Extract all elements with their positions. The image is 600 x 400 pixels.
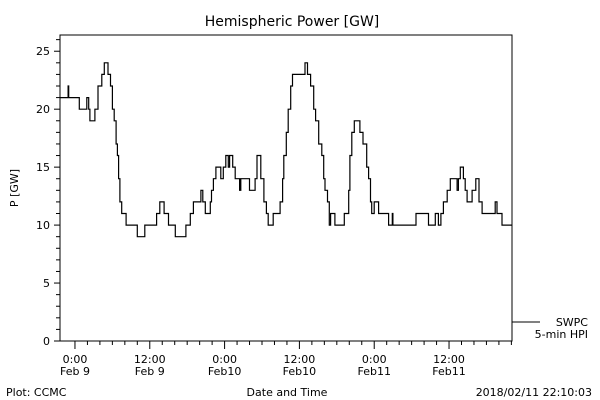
y-tick-label: 0 (43, 335, 50, 348)
x-tick-label-date: Feb 9 (60, 365, 90, 378)
x-tick-label-time: 12:00 (134, 353, 166, 366)
x-tick-label-date: Feb10 (208, 365, 241, 378)
series-line-hpi (60, 62, 512, 238)
y-tick-label: 10 (36, 219, 50, 232)
x-tick-label-date: Feb 9 (135, 365, 165, 378)
footer-credit: Plot: CCMC (6, 386, 67, 399)
x-tick-label-time: 0:00 (212, 353, 237, 366)
y-tick-label: 15 (36, 161, 50, 174)
legend-label-series: 5-min HPI (535, 328, 588, 341)
x-tick-label-time: 0:00 (63, 353, 88, 366)
y-tick-label: 20 (36, 103, 50, 116)
x-axis-label: Date and Time (247, 386, 328, 399)
x-tick-label-date: Feb11 (357, 365, 390, 378)
y-tick-label: 25 (36, 45, 50, 58)
chart-title: Hemispheric Power [GW] (205, 14, 380, 30)
plot-frame (59, 34, 513, 342)
x-tick-label-time: 12:00 (284, 353, 316, 366)
footer-timestamp: 2018/02/11 22:10:03 (476, 386, 592, 399)
x-tick-label-time: 0:00 (362, 353, 387, 366)
y-tick-label: 5 (43, 277, 50, 290)
x-tick-label-date: Feb11 (432, 365, 465, 378)
legend-label-source: SWPC (556, 316, 588, 329)
x-tick-label-date: Feb10 (283, 365, 316, 378)
x-tick-label-time: 12:00 (433, 353, 465, 366)
y-axis-label: P [GW] (8, 169, 21, 207)
